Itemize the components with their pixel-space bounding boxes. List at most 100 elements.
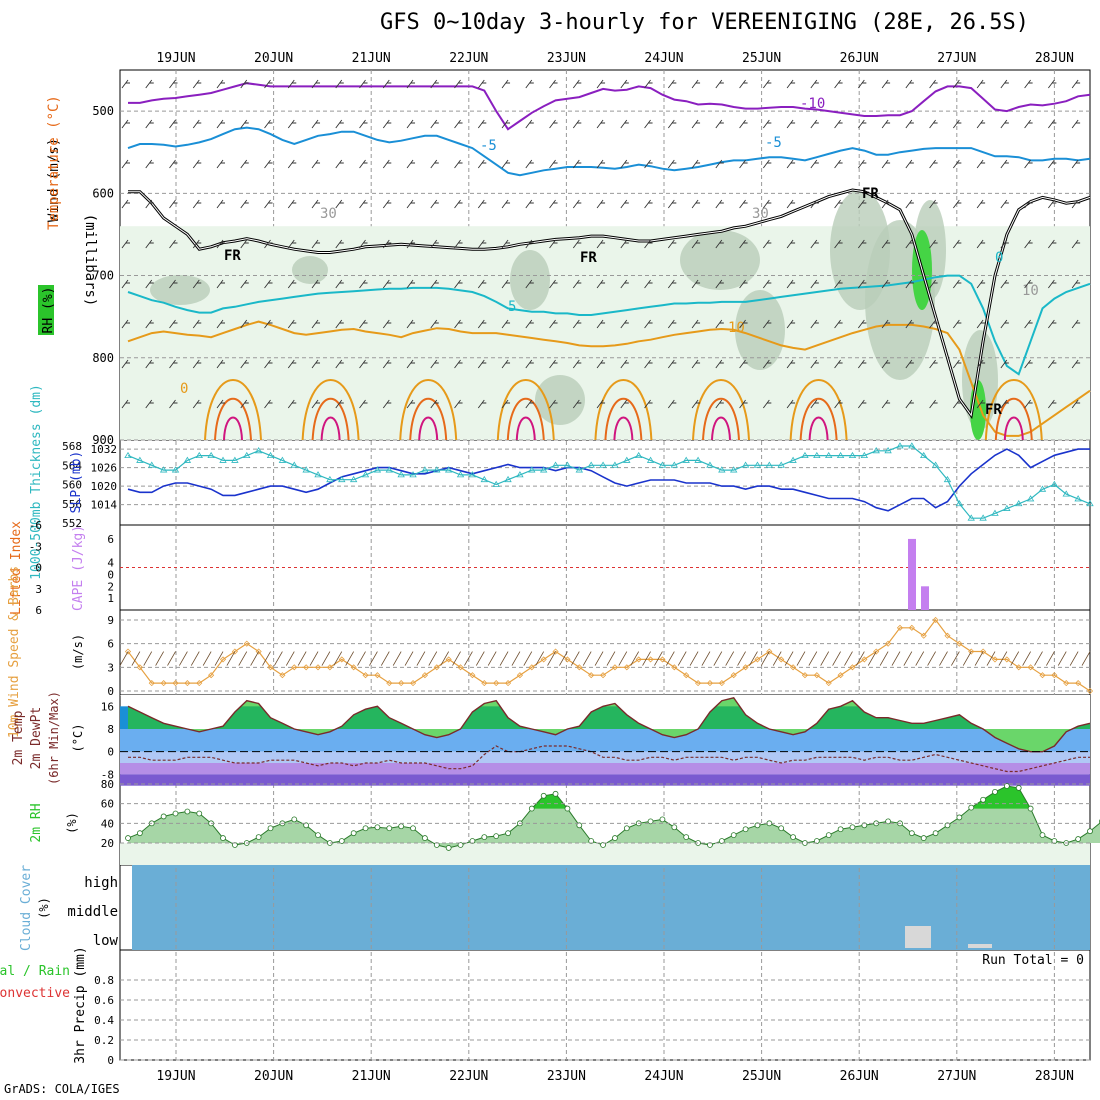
isotherm-15-bulb <box>311 397 350 441</box>
rh-area <box>128 786 1100 848</box>
wind-barb <box>739 79 748 89</box>
day-label-top: 28JUN <box>1035 51 1074 66</box>
slp-tick-label: 1014 <box>91 499 118 512</box>
wind-barb <box>1024 399 1033 409</box>
contour-label: 10 <box>1022 283 1039 299</box>
wind-barb <box>454 199 463 209</box>
wind-barb <box>1048 319 1057 329</box>
wind-barb <box>881 159 891 169</box>
wind-barb <box>762 319 772 329</box>
wind-barb <box>1071 159 1081 169</box>
wind-barb <box>1024 239 1033 249</box>
wind-barb <box>644 359 653 369</box>
wind-barb <box>169 159 178 169</box>
wind-speed-marker <box>588 672 595 679</box>
thickness-marker <box>1086 499 1094 507</box>
isotherm-20-bulb <box>223 416 243 441</box>
wind-barb <box>715 399 724 409</box>
wind-speed-marker <box>718 680 725 687</box>
wind-barb <box>240 119 249 129</box>
precip-axis-label: 3hr Precip (mm) <box>73 946 88 1063</box>
cloud-cover-units: (%) <box>37 897 51 919</box>
wind-barb <box>929 199 938 209</box>
day-label-bottom: 22JUN <box>449 1069 488 1084</box>
precip-tick-label: 0.4 <box>94 1014 114 1027</box>
wind-barb <box>952 79 962 89</box>
wind-barb <box>952 279 962 289</box>
wind-barb-10m <box>855 651 865 666</box>
thickness-marker <box>718 466 726 473</box>
rh-marker <box>742 826 749 833</box>
wind-speed-marker <box>338 656 345 663</box>
thickness-marker <box>599 461 607 468</box>
rh-marker <box>398 823 405 830</box>
wind-barb-10m <box>582 651 592 666</box>
wind-speed-marker <box>635 656 642 663</box>
wind-speed-marker <box>564 656 571 663</box>
wind-barb <box>121 159 130 169</box>
wind-barb <box>192 239 202 249</box>
wind-barb <box>359 199 368 209</box>
slp-axis-label: SLP (mb) <box>69 451 84 514</box>
day-label-top: 24JUN <box>644 51 683 66</box>
wind-barb <box>287 319 297 329</box>
thickness-marker <box>587 461 595 468</box>
wind-barb <box>905 239 914 249</box>
contour-label: 30 <box>752 206 769 222</box>
wind-speed-marker <box>184 680 191 687</box>
cape-tick-label: 4 <box>107 557 114 570</box>
wind-barb <box>620 319 629 329</box>
wind-barb <box>952 159 962 169</box>
wind-speed-marker <box>730 672 737 679</box>
wind-barb <box>335 159 344 169</box>
wind-barb <box>976 119 986 129</box>
wind-barb-10m <box>262 651 271 666</box>
isotherm-10-bulb <box>984 379 1043 441</box>
rh-blob <box>292 256 328 284</box>
wind-barb <box>477 359 487 369</box>
wind-barb <box>596 399 606 409</box>
wind-barb <box>905 319 914 329</box>
wind-speed-marker <box>469 672 476 679</box>
wind-barb <box>810 159 819 169</box>
wind10m-units: (m/s) <box>71 634 85 670</box>
rh-marker <box>493 833 500 840</box>
day-label-bottom: 26JUN <box>840 1069 879 1084</box>
wind-barb <box>976 399 986 409</box>
thickness-marker <box>124 451 132 459</box>
wind-barb <box>406 399 416 409</box>
rh-marker <box>196 810 203 817</box>
day-label-bottom: 23JUN <box>547 1069 586 1084</box>
cape-tick-label: 0 <box>107 568 114 581</box>
wind-barb <box>501 399 511 409</box>
wind-barb <box>857 199 867 209</box>
wind-barb <box>311 119 321 129</box>
panel-frame-slp <box>119 439 1091 526</box>
low-cloud-gap <box>968 944 992 948</box>
thickness-marker <box>825 451 833 459</box>
lifted-index-label: Lifted Index <box>9 521 24 615</box>
wind-barb <box>715 199 724 209</box>
rh-marker <box>932 830 939 837</box>
wind-barb <box>572 359 582 369</box>
wind-barb-10m <box>428 651 438 666</box>
slp-tick-label: 1032 <box>91 443 118 456</box>
rh-marker <box>683 834 690 840</box>
wind-barb <box>311 359 321 369</box>
wind-barb <box>644 119 653 129</box>
wind-barb <box>382 119 392 129</box>
wind-barb <box>454 279 463 289</box>
wind-speed-marker <box>540 656 547 663</box>
wind-barb <box>454 159 463 169</box>
wind-speed-marker <box>896 624 904 631</box>
wind-barb <box>762 239 772 249</box>
wind-barb <box>240 159 249 169</box>
pressure-tick-label: 800 <box>92 351 114 365</box>
contour-label: -5 <box>480 138 497 154</box>
wind-barb <box>454 319 463 329</box>
wind-barb <box>359 159 368 169</box>
wind-barb-10m <box>808 651 818 666</box>
thickness-marker <box>694 456 702 463</box>
wind-barb-10m <box>570 651 580 666</box>
thickness-marker <box>409 471 417 478</box>
